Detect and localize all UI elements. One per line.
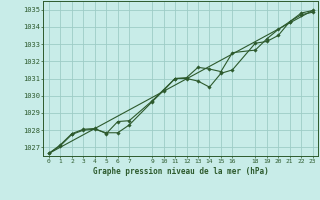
X-axis label: Graphe pression niveau de la mer (hPa): Graphe pression niveau de la mer (hPa) [93, 167, 269, 176]
